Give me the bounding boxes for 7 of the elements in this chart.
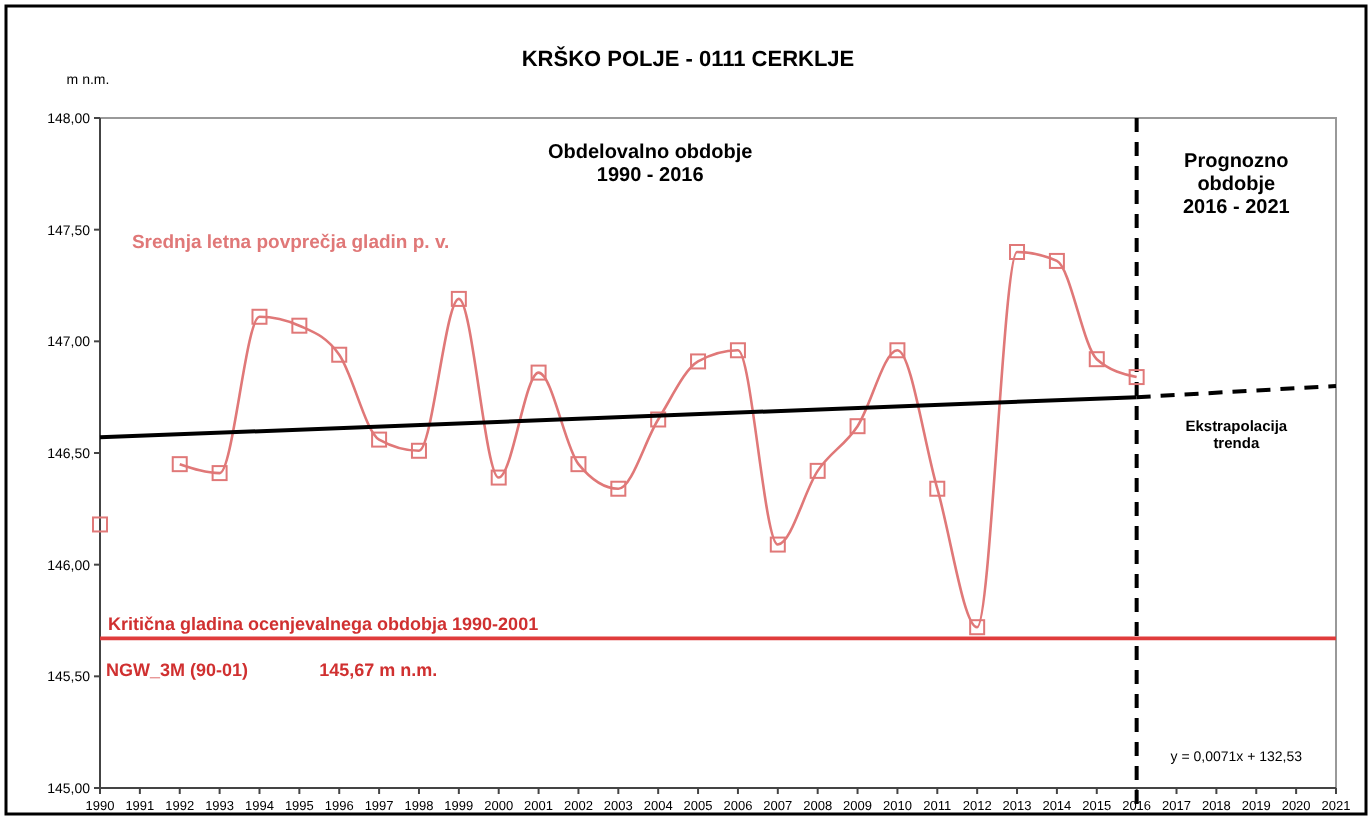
annotation: 145,67 m n.m.	[319, 660, 438, 681]
chart-title: KRŠKO POLJE - 0111 CERKLJE	[521, 46, 855, 72]
annotation: Prognozno obdobje 2016 - 2021	[1182, 151, 1291, 220]
ref-line-label: Kritična gladina ocenjevalnega obdobja 1990-2001	[108, 614, 539, 635]
text: Srednja letna povprečja gladin p. v.	[131, 231, 450, 254]
annotation: Obdelovalno obdobje 1990 - 2016	[547, 142, 754, 188]
annotation: NGW_3M (90-01)	[105, 660, 249, 681]
